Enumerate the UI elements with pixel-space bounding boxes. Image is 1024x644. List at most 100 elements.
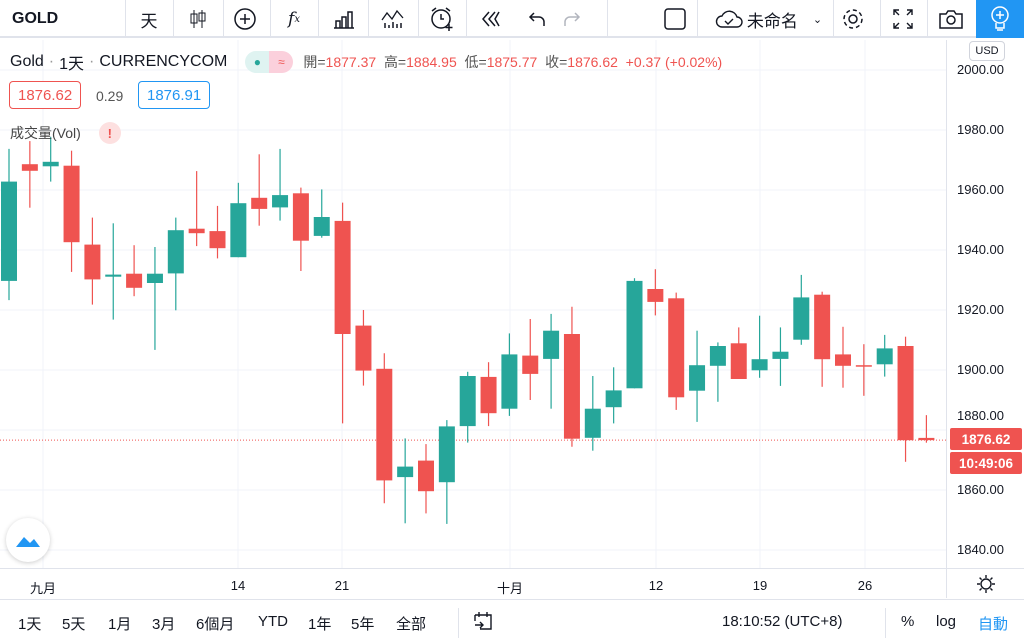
candle-body xyxy=(751,359,768,371)
divider xyxy=(607,0,608,38)
volume-indicator[interactable]: 成交量(Vol)! xyxy=(10,122,121,144)
time-label: 12 xyxy=(648,578,664,593)
range-button[interactable]: 1年 xyxy=(308,616,332,633)
range-button[interactable]: 5年 xyxy=(351,616,375,633)
range-button[interactable]: 1月 xyxy=(108,616,132,633)
candle-body xyxy=(709,346,726,366)
buy-price-button[interactable]: 1876.91 xyxy=(138,81,211,109)
divider xyxy=(318,0,319,38)
price-label: 1980.00 xyxy=(957,122,1004,137)
divider xyxy=(223,0,224,38)
divider xyxy=(368,0,369,38)
range-button[interactable]: 全部 xyxy=(396,616,427,633)
warning-icon[interactable]: ! xyxy=(98,122,121,144)
candle-body xyxy=(438,426,455,483)
price-label: 1920.00 xyxy=(957,302,1004,317)
candle-body xyxy=(459,376,476,427)
price-axis[interactable]: 1840.00 1860.00 1880.00 1900.00 1920.00 1940.… xyxy=(946,40,1024,568)
bar-chart-icon[interactable] xyxy=(331,0,357,38)
candle-body xyxy=(668,298,685,398)
candle-body xyxy=(689,365,706,391)
candles-icon[interactable] xyxy=(185,0,211,38)
candle-body xyxy=(126,273,143,288)
divider xyxy=(458,608,459,638)
candle-body xyxy=(1,181,17,281)
cloud-icon xyxy=(715,10,743,28)
candle-body xyxy=(21,164,38,171)
delayed-icon: ≈ xyxy=(269,51,294,73)
candle-body xyxy=(563,334,580,439)
add-circle-icon[interactable] xyxy=(232,0,258,38)
candle-body xyxy=(167,230,184,274)
divider xyxy=(125,0,126,38)
candle-body xyxy=(584,408,601,438)
candle-body xyxy=(897,346,914,441)
currency-button[interactable]: USD xyxy=(969,41,1005,61)
range-button[interactable]: 5天 xyxy=(62,616,86,633)
clock[interactable]: 18:10:52 (UTC+8) xyxy=(722,613,843,630)
legend-interval: 1天 xyxy=(59,56,85,73)
lightbulb-icon[interactable] xyxy=(976,0,1024,38)
layout-button[interactable]: 未命名 ⌄ xyxy=(708,0,828,38)
redo-icon[interactable] xyxy=(560,0,584,38)
time-axis[interactable]: 九月 14 21 十月 12 19 26 xyxy=(0,568,946,598)
candle-body xyxy=(543,330,560,359)
time-label: 十月 xyxy=(496,581,524,596)
last-price-tag: 1876.62 xyxy=(950,428,1022,450)
bottom-toolbar: 18:10:52 (UTC+8) % log 自動 1天 5天 1月 3月 6個月 YTD… xyxy=(0,599,1024,644)
time-label: 26 xyxy=(857,578,873,593)
log-toggle[interactable]: log xyxy=(936,613,957,630)
indicators-icon[interactable] xyxy=(380,0,406,38)
sell-price-button[interactable]: 1876.62 xyxy=(9,81,82,109)
time-label: 九月 xyxy=(29,581,57,596)
candle-body xyxy=(376,368,393,481)
auto-toggle[interactable]: 自動 xyxy=(978,616,1009,633)
candle-body xyxy=(355,325,372,371)
percent-toggle[interactable]: % xyxy=(901,613,915,630)
undo-icon[interactable] xyxy=(525,0,549,38)
chevron-down-icon: ⌄ xyxy=(812,13,823,26)
legend-exchange: CURRENCYCOM xyxy=(99,53,228,70)
candle-body xyxy=(918,437,935,441)
divider xyxy=(173,0,174,38)
candle-body xyxy=(209,231,226,249)
axis-settings-icon[interactable] xyxy=(946,568,1024,598)
candle-body xyxy=(84,244,101,280)
price-label: 1880.00 xyxy=(957,408,1004,423)
fullscreen-icon[interactable] xyxy=(891,0,915,38)
divider xyxy=(927,0,928,38)
divider xyxy=(466,0,467,38)
goto-date-icon[interactable] xyxy=(472,610,494,636)
volume-label: 成交量(Vol) xyxy=(10,125,81,141)
candle-body xyxy=(397,466,414,478)
candle-body xyxy=(876,348,893,365)
interval-button[interactable]: 天 xyxy=(140,11,158,31)
candle-body xyxy=(772,351,789,359)
tradingview-logo-icon[interactable] xyxy=(6,518,50,562)
symbol-search[interactable]: GOLD xyxy=(12,10,59,27)
alarm-icon[interactable] xyxy=(428,0,456,38)
range-button[interactable]: 6個月 xyxy=(196,616,235,633)
divider xyxy=(885,608,886,638)
range-button[interactable]: YTD xyxy=(258,613,288,630)
price-label: 2000.00 xyxy=(957,62,1004,77)
candle-body xyxy=(814,294,831,360)
candle-body xyxy=(480,376,497,414)
range-button[interactable]: 3月 xyxy=(152,616,176,633)
range-button[interactable]: 1天 xyxy=(18,616,42,633)
price-chart[interactable] xyxy=(0,40,946,568)
candle-body xyxy=(730,343,747,379)
countdown-tag: 10:49:06 xyxy=(950,452,1022,474)
rewind-icon[interactable] xyxy=(478,0,502,38)
camera-icon[interactable] xyxy=(938,0,964,38)
chart-legend: Gold · 1天 · CURRENCYCOM ● ≈ 開=1877.37 高=… xyxy=(10,50,722,74)
candle-body xyxy=(63,165,80,243)
time-label: 21 xyxy=(334,578,350,593)
candle-body xyxy=(272,195,289,208)
candle-body xyxy=(251,197,268,209)
layout-name: 未命名 xyxy=(746,11,798,31)
market-status-pill[interactable]: ● ≈ xyxy=(245,51,294,73)
rectangle-icon[interactable] xyxy=(662,0,688,38)
gear-icon[interactable] xyxy=(840,0,866,38)
